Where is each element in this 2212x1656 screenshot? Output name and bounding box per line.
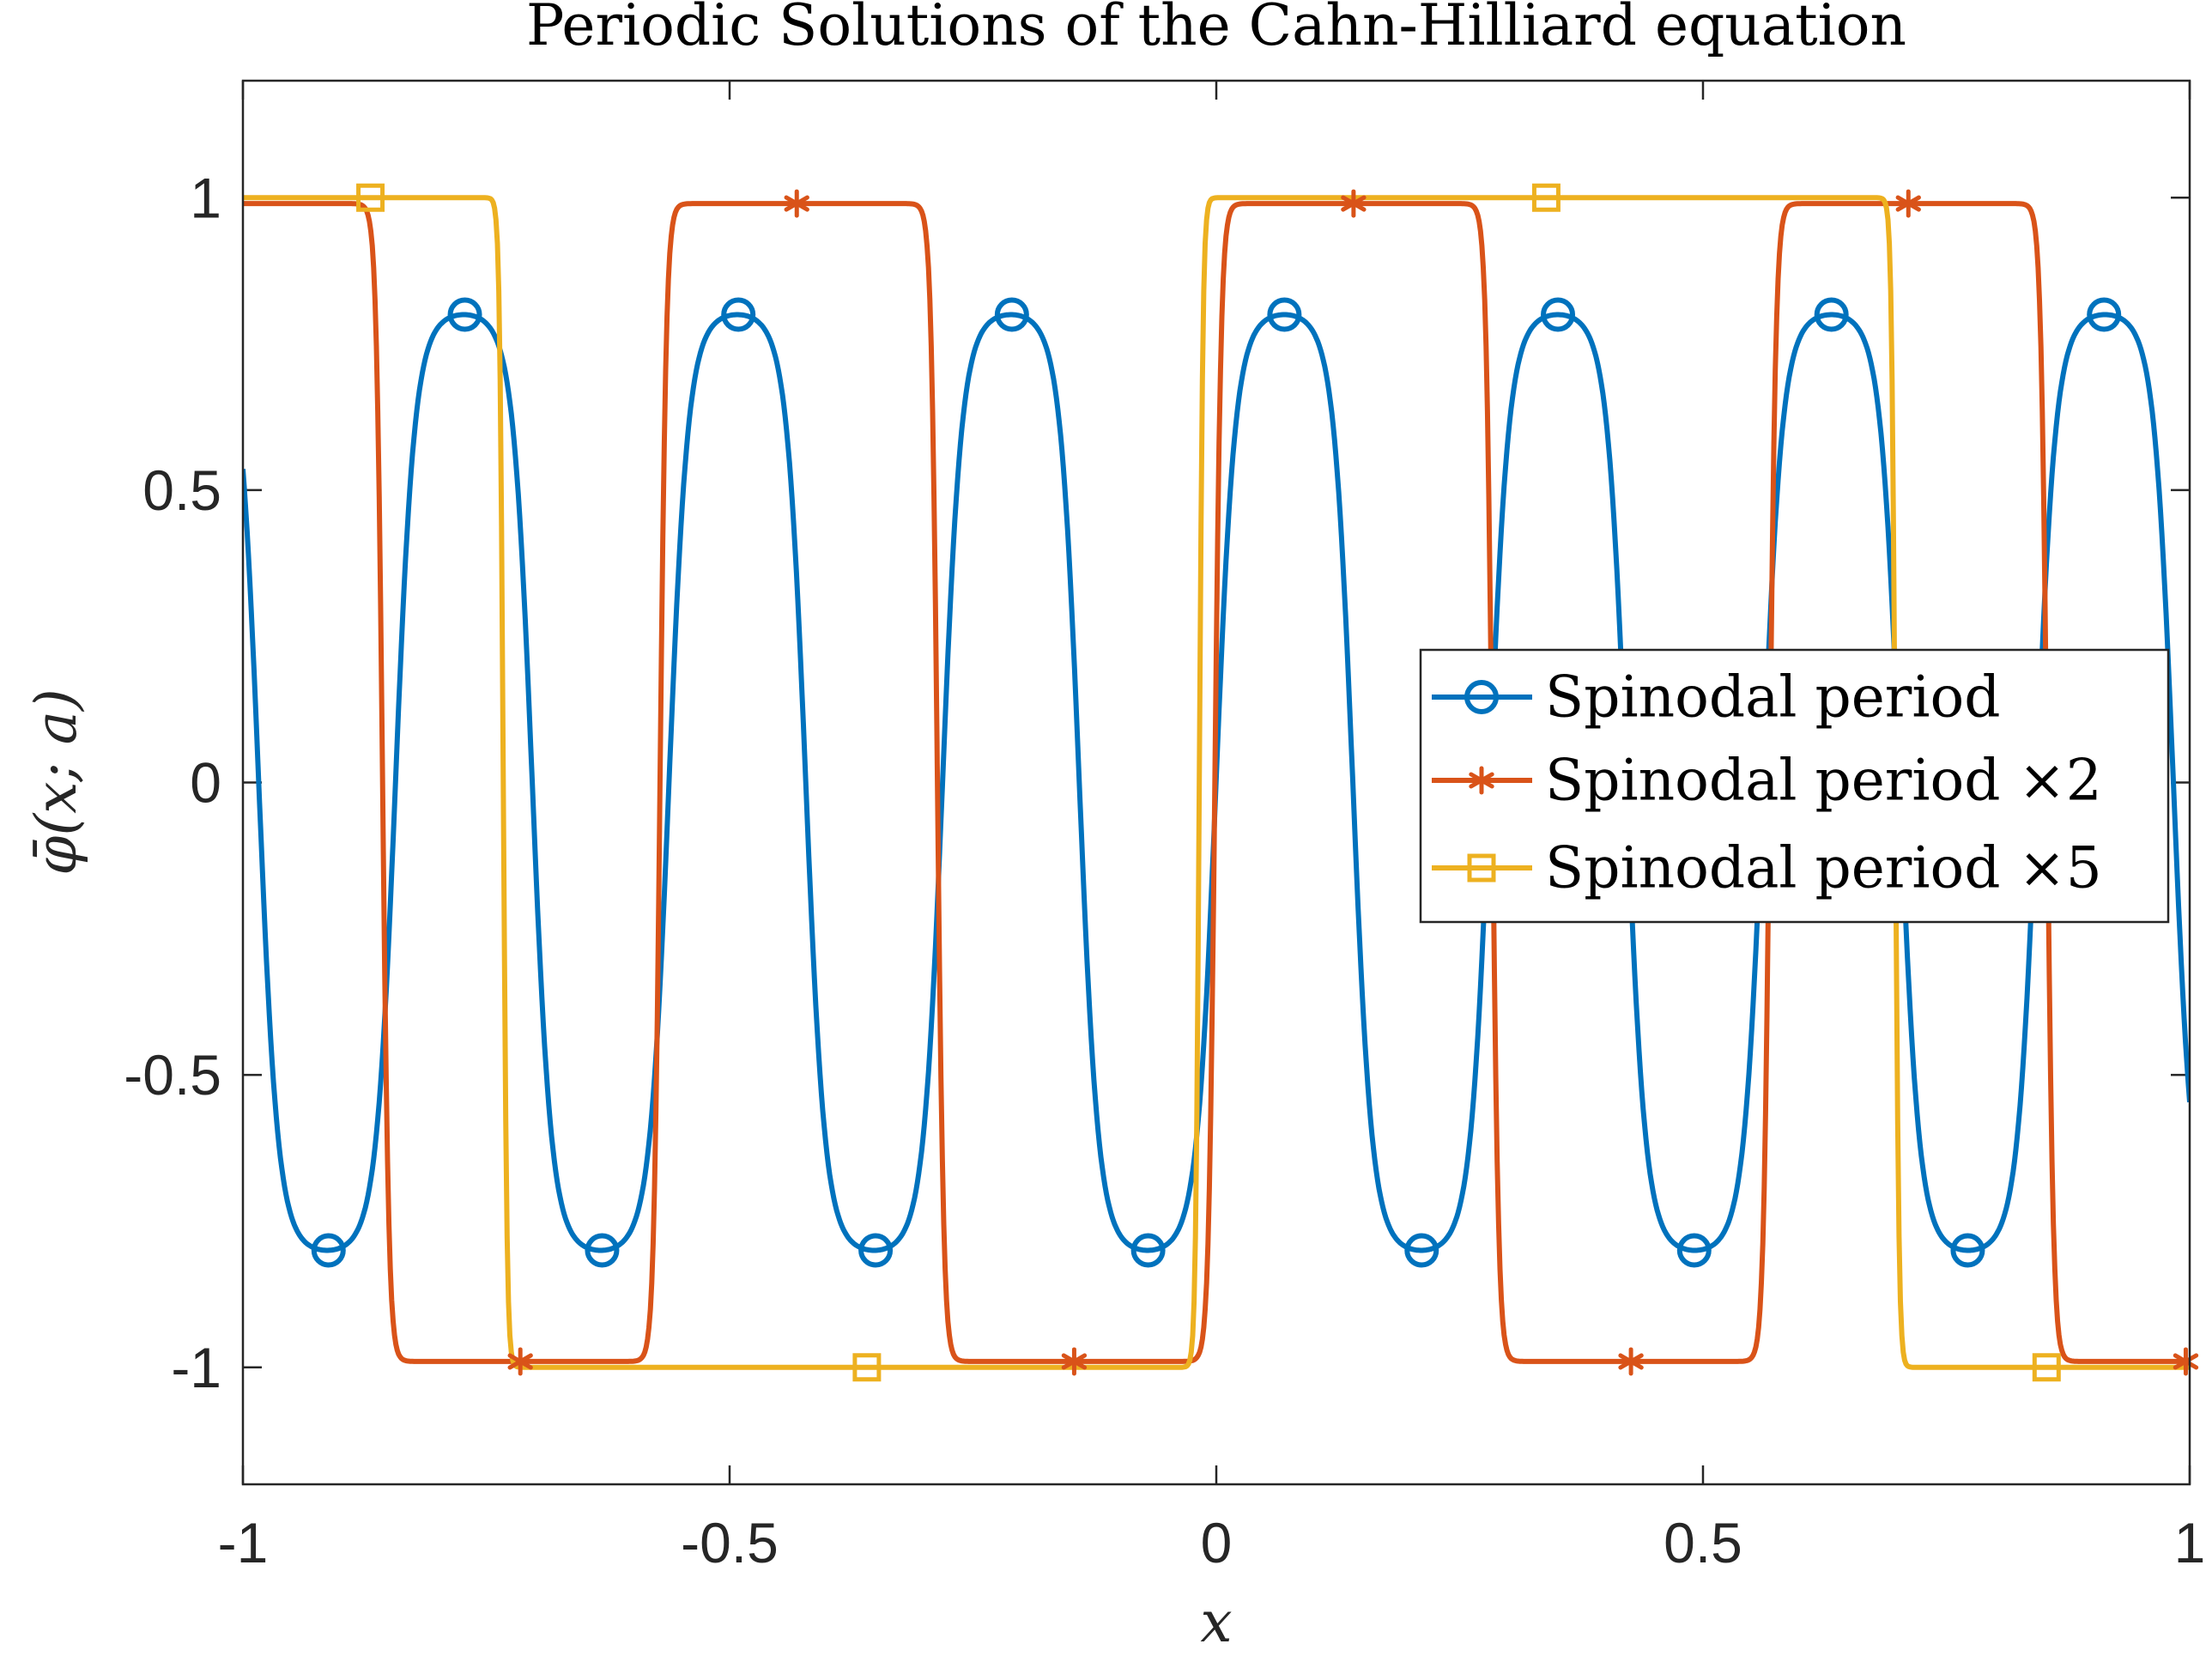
legend-label-spinodal-x5: Spinodal period ×5 bbox=[1545, 835, 2102, 901]
y-tick-label: -1 bbox=[171, 1336, 221, 1399]
x-tick-label: -0.5 bbox=[681, 1511, 779, 1574]
data-point-1 bbox=[1895, 189, 1921, 218]
plot-frame bbox=[241, 79, 2191, 1486]
legend: Spinodal period Spinodal period ×2 Spino… bbox=[1419, 648, 2170, 924]
marker-stroke bbox=[1469, 772, 1494, 789]
legend-marker-1 bbox=[1469, 766, 1494, 795]
marker-stroke bbox=[784, 195, 809, 212]
x-tick-labels: -1 -0.5 0 0.5 1 bbox=[218, 1511, 2206, 1574]
data-point-2 bbox=[2032, 1353, 2061, 1382]
marker-stroke bbox=[1341, 195, 1367, 212]
data-point-2 bbox=[356, 183, 385, 212]
x-tick-label: -1 bbox=[218, 1511, 269, 1574]
data-point-0 bbox=[1267, 297, 1302, 332]
data-point-1 bbox=[1618, 1347, 1644, 1376]
data-point-0 bbox=[994, 297, 1029, 332]
legend-box bbox=[1419, 648, 2170, 924]
data-point-1 bbox=[1061, 1347, 1088, 1376]
data-point-1 bbox=[784, 189, 809, 218]
data-point-0 bbox=[1541, 297, 1576, 332]
series-markers bbox=[311, 183, 2199, 1382]
chart-title: Periodic Solutions of the Cahn-Hilliard … bbox=[526, 0, 1906, 58]
series-line-1 bbox=[243, 201, 2190, 1364]
x-axis-label: x bbox=[1200, 1589, 1232, 1655]
x-tick-label: 1 bbox=[2174, 1511, 2206, 1574]
y-tick-label: 0 bbox=[190, 751, 221, 815]
data-point-1 bbox=[1341, 189, 1367, 218]
x-tick-label: 0.5 bbox=[1664, 1511, 1742, 1574]
marker-stroke bbox=[1895, 195, 1921, 212]
data-point-2 bbox=[852, 1353, 882, 1382]
data-point-0 bbox=[447, 297, 482, 332]
y-tick-label: 1 bbox=[190, 166, 221, 229]
marker-stroke bbox=[507, 1353, 533, 1370]
marker-stroke bbox=[1061, 1353, 1088, 1370]
data-point-0 bbox=[721, 297, 756, 332]
data-point-0 bbox=[311, 1233, 346, 1268]
x-tick-label: 0 bbox=[1201, 1511, 1233, 1574]
legend-marker-0 bbox=[1464, 680, 1499, 714]
data-point-0 bbox=[1814, 297, 1849, 332]
legend-marker-2 bbox=[1467, 853, 1496, 883]
data-point-0 bbox=[585, 1233, 620, 1268]
data-point-0 bbox=[1130, 1233, 1166, 1268]
data-point-0 bbox=[1676, 1233, 1712, 1268]
y-axis-label: φ̄(x; a) bbox=[23, 688, 89, 876]
y-tick-labels: -1 -0.5 0 0.5 1 bbox=[124, 166, 221, 1399]
data-point-0 bbox=[858, 1233, 894, 1268]
data-point-0 bbox=[2087, 297, 2122, 332]
series-lines bbox=[243, 195, 2190, 1370]
data-point-0 bbox=[1950, 1233, 1985, 1268]
data-point-1 bbox=[507, 1347, 533, 1376]
data-point-0 bbox=[1404, 1233, 1439, 1268]
legend-label-spinodal-x2: Spinodal period ×2 bbox=[1545, 748, 2102, 814]
series-line-2 bbox=[243, 195, 2190, 1370]
legend-label-spinodal: Spinodal period bbox=[1545, 664, 2000, 731]
legend-swatches bbox=[1432, 680, 1532, 883]
data-point-1 bbox=[2173, 1347, 2199, 1376]
marker-stroke bbox=[1618, 1353, 1644, 1370]
marker-stroke bbox=[2173, 1353, 2199, 1370]
y-tick-label: -0.5 bbox=[124, 1043, 221, 1107]
data-point-2 bbox=[1531, 183, 1561, 212]
y-tick-label: 0.5 bbox=[142, 458, 221, 522]
